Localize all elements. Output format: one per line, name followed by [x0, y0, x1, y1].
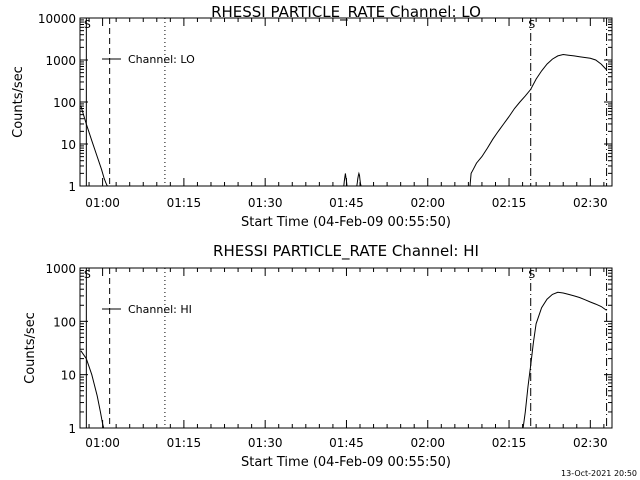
y-tick-label: 100 — [53, 96, 76, 110]
x-tick-label: 02:30 — [573, 436, 608, 450]
y-axis-label: Counts/sec — [23, 312, 38, 384]
y-tick-label: 1000 — [45, 54, 76, 68]
x-tick-label: 02:15 — [492, 196, 527, 210]
x-tick-label: 02:15 — [492, 436, 527, 450]
timestamp-label: 13-Oct-2021 20:50 — [561, 469, 637, 478]
y-tick-label: 100 — [53, 315, 76, 329]
x-tick-label: 01:15 — [167, 436, 202, 450]
x-tick-label: 02:00 — [410, 436, 445, 450]
x-tick-label: 01:00 — [85, 436, 120, 450]
y-tick-label: 1 — [68, 422, 76, 436]
lo-channel-panel: RHESSI PARTICLE_RATE Channel: LO Counts/s… — [11, 3, 613, 230]
legend-label: Channel: LO — [128, 53, 195, 66]
event-marker-label: S — [84, 18, 91, 31]
y-axis-label: Counts/sec — [11, 66, 26, 138]
chart-title: RHESSI PARTICLE_RATE Channel: LO — [211, 3, 481, 22]
plot-frame — [79, 17, 613, 187]
x-tick-label: 01:30 — [248, 196, 283, 210]
plot-frame — [79, 267, 613, 429]
x-axis-label: Start Time (04-Feb-09 00:55:50) — [241, 455, 451, 470]
y-tick-label: 10 — [61, 369, 76, 383]
event-marker-label: S — [528, 268, 535, 281]
x-tick-label: 01:45 — [329, 196, 364, 210]
event-marker-label: S — [84, 268, 91, 281]
data-series-line — [80, 53, 607, 187]
y-tick-label: 1000 — [45, 262, 76, 276]
x-tick-label: 01:45 — [329, 436, 364, 450]
x-tick-label: 01:15 — [167, 196, 202, 210]
x-tick-label: 02:30 — [573, 196, 608, 210]
y-tick-label: 1 — [68, 180, 76, 194]
legend-label: Channel: HI — [128, 303, 192, 316]
x-tick-label: 01:00 — [85, 196, 120, 210]
y-tick-label: 10 — [61, 138, 76, 152]
chart-title: RHESSI PARTICLE_RATE Channel: HI — [213, 242, 479, 261]
event-marker-label: S — [528, 18, 535, 31]
data-series-line — [80, 291, 607, 429]
y-tick-label: 10000 — [38, 12, 76, 26]
hi-channel-panel: RHESSI PARTICLE_RATE Channel: HI Counts/s… — [23, 242, 613, 470]
x-axis-label: Start Time (04-Feb-09 00:55:50) — [241, 215, 451, 230]
x-tick-label: 02:00 — [410, 196, 445, 210]
x-tick-label: 01:30 — [248, 436, 283, 450]
